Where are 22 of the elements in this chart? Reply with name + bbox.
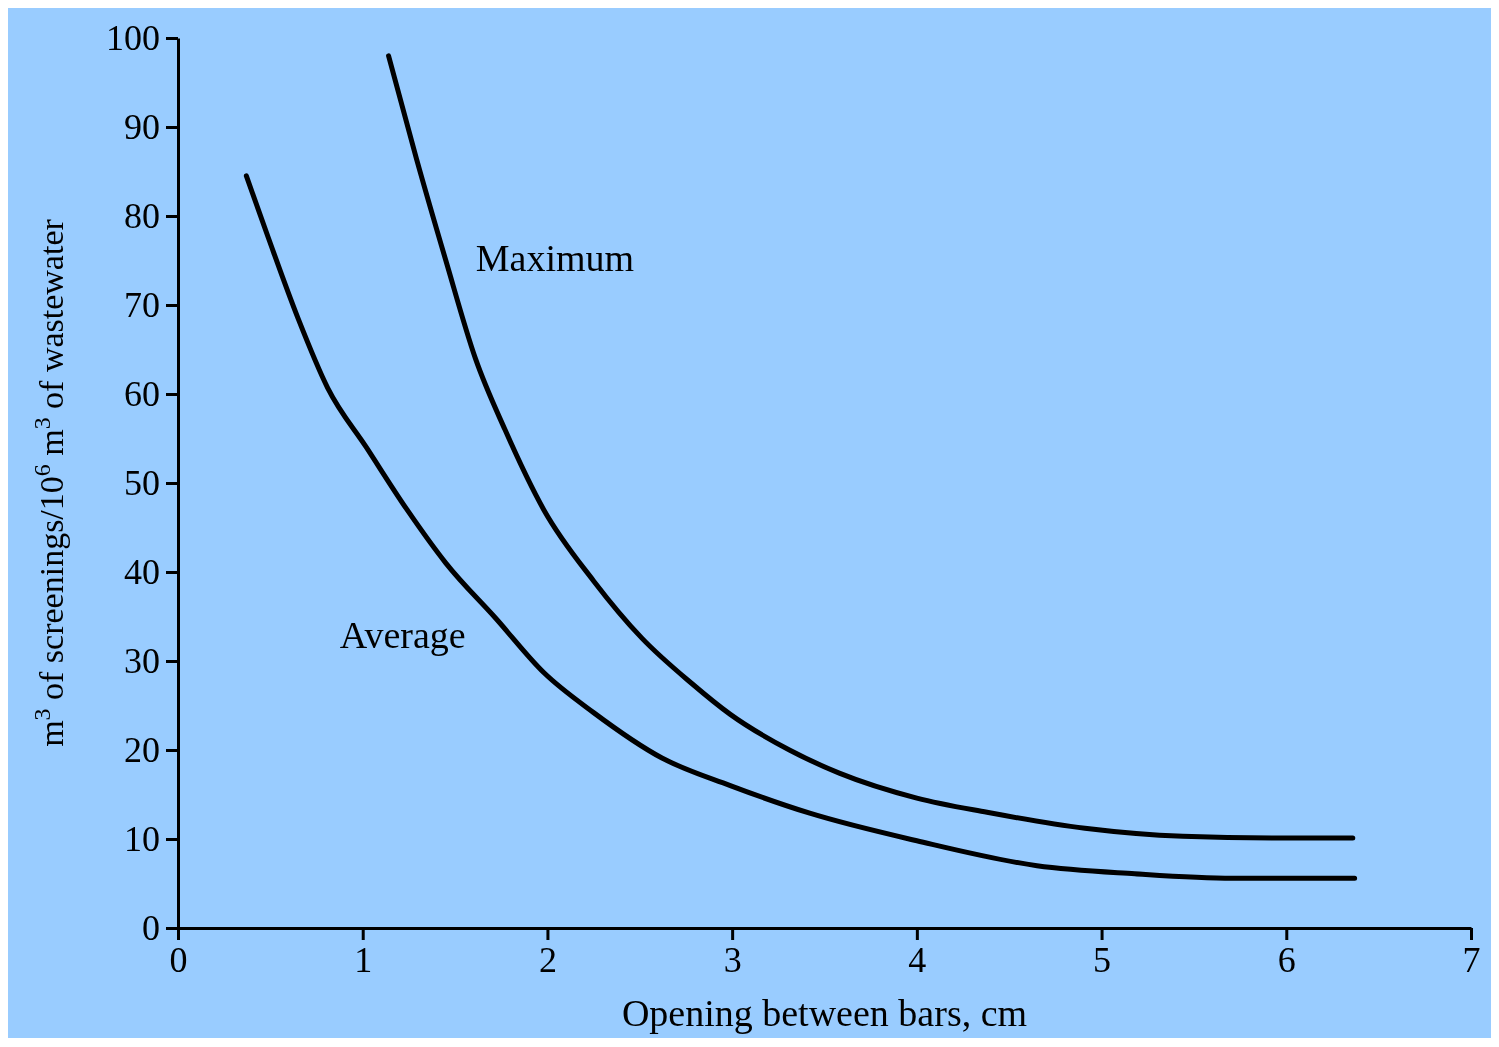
x-tick-label: 6 (1277, 939, 1296, 980)
y-tick-label: 0 (142, 908, 160, 949)
y-tick-label: 100 (106, 18, 160, 59)
x-tick-label: 7 (1462, 939, 1481, 980)
y-tick-label: 90 (124, 107, 160, 148)
series-label: Maximum (475, 236, 635, 279)
x-tick-label: 5 (1093, 939, 1112, 980)
y-tick-label: 70 (124, 285, 160, 326)
x-tick-label: 2 (538, 939, 557, 980)
x-axis-title: Opening between bars, cm (621, 992, 1028, 1034)
series-label: Average (339, 614, 466, 657)
y-tick-label: 40 (124, 552, 160, 593)
x-tick-label: 3 (723, 939, 742, 980)
y-tick-label: 60 (124, 374, 160, 415)
y-tick-label: 30 (124, 641, 160, 682)
x-tick-label: 1 (354, 939, 373, 980)
y-tick-label: 50 (124, 463, 160, 504)
x-tick-label: 4 (908, 939, 927, 980)
x-tick-label: 0 (169, 939, 188, 980)
y-tick-label: 20 (124, 730, 160, 771)
y-tick-label: 80 (124, 196, 160, 237)
y-tick-label: 10 (124, 819, 160, 860)
